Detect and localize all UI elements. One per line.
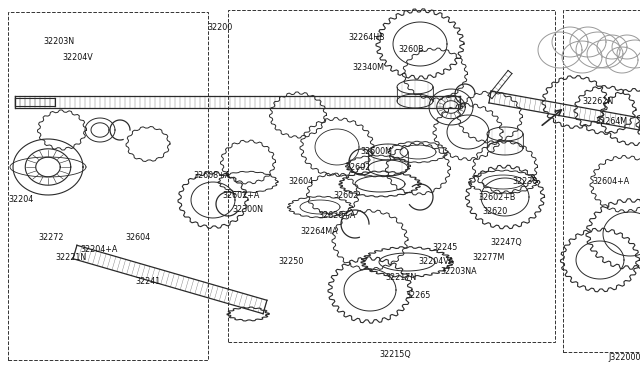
Text: 32604+A: 32604+A: [592, 177, 629, 186]
Text: 32620: 32620: [482, 208, 508, 217]
Text: 32245: 32245: [432, 244, 458, 253]
Text: 32608+A: 32608+A: [193, 170, 230, 180]
Text: 32264M: 32264M: [595, 118, 627, 126]
Text: 32300N: 32300N: [232, 205, 263, 215]
Text: 32250: 32250: [278, 257, 303, 266]
Text: 32247Q: 32247Q: [490, 237, 522, 247]
Text: 3260B: 3260B: [398, 45, 424, 55]
Text: 32203N: 32203N: [43, 36, 74, 45]
Text: 32221N: 32221N: [55, 253, 86, 263]
Text: 32217N: 32217N: [385, 273, 416, 282]
Text: 32200: 32200: [207, 23, 232, 32]
Text: 32204: 32204: [8, 196, 33, 205]
Text: 32262N: 32262N: [582, 97, 613, 106]
Text: 32215Q: 32215Q: [379, 350, 411, 359]
Text: 32340M: 32340M: [352, 64, 384, 73]
Text: 32272: 32272: [38, 234, 63, 243]
Bar: [563, 10, 640, 352]
Text: 32602: 32602: [345, 164, 371, 173]
Text: 32604: 32604: [125, 234, 150, 243]
Text: 32204V: 32204V: [62, 54, 93, 62]
Text: 32604: 32604: [288, 177, 313, 186]
Text: 32265: 32265: [405, 291, 430, 299]
Text: 32602: 32602: [333, 190, 358, 199]
Text: J3220006: J3220006: [608, 353, 640, 362]
Text: 32230: 32230: [512, 177, 537, 186]
Text: 32203NA: 32203NA: [440, 267, 477, 276]
Text: 32204+A: 32204+A: [80, 246, 117, 254]
Text: 32602+A: 32602+A: [222, 190, 259, 199]
Text: 32602+B: 32602+B: [478, 193, 515, 202]
Text: 32264MA: 32264MA: [300, 228, 338, 237]
Text: 32620+A: 32620+A: [318, 211, 355, 219]
Text: 32277M: 32277M: [472, 253, 504, 263]
Text: 32600M: 32600M: [360, 148, 392, 157]
Bar: [8, 12, 208, 360]
Text: 32204VA: 32204VA: [418, 257, 454, 266]
Text: 32264HB: 32264HB: [348, 33, 385, 42]
Bar: [228, 10, 555, 342]
Text: 32241: 32241: [136, 278, 161, 286]
